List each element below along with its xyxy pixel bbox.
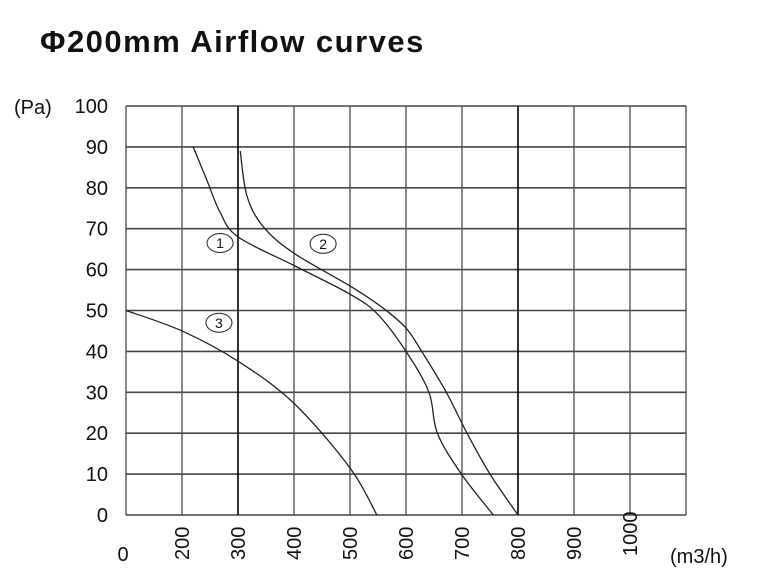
- x-tick-label: 500: [340, 527, 362, 560]
- x-tick-label: 700: [452, 527, 474, 560]
- y-tick-label: 30: [86, 382, 108, 404]
- y-tick-label: 20: [86, 423, 108, 445]
- y-tick-label: 80: [86, 178, 108, 200]
- series-label-marker: [205, 312, 233, 333]
- series-label-marker: [206, 232, 234, 254]
- x-tick-label: 800: [508, 527, 530, 560]
- series-line-1: [192, 146, 494, 516]
- series-label: 2: [319, 236, 327, 252]
- y-tick-label: 90: [86, 137, 108, 159]
- chart-title: Φ200mm Airflow curves: [40, 24, 425, 59]
- y-tick-label: 70: [86, 219, 108, 241]
- series-label: 1: [216, 235, 224, 251]
- y-tick-label: 50: [86, 301, 108, 323]
- x-tick-label: 400: [284, 527, 306, 560]
- x-tick-label: 1000: [620, 512, 642, 557]
- x-tick-label: 0: [117, 544, 128, 566]
- y-tick-label: 10: [86, 464, 108, 486]
- x-tick-label: 900: [564, 527, 586, 560]
- series-label: 3: [215, 315, 223, 331]
- y-tick-label: 40: [86, 341, 108, 363]
- series-line-3: [125, 309, 378, 516]
- series-label-marker: [309, 233, 337, 254]
- x-tick-label: 600: [396, 527, 418, 560]
- series-line-2: [239, 150, 519, 516]
- x-tick-label: 200: [172, 527, 194, 560]
- y-axis-label: (Pa): [14, 97, 52, 119]
- y-tick-label: 0: [97, 505, 108, 527]
- y-tick-label: 100: [75, 96, 108, 118]
- x-axis-label: (m3/h): [670, 546, 728, 568]
- y-tick-label: 60: [86, 260, 108, 282]
- x-tick-label: 300: [228, 527, 250, 560]
